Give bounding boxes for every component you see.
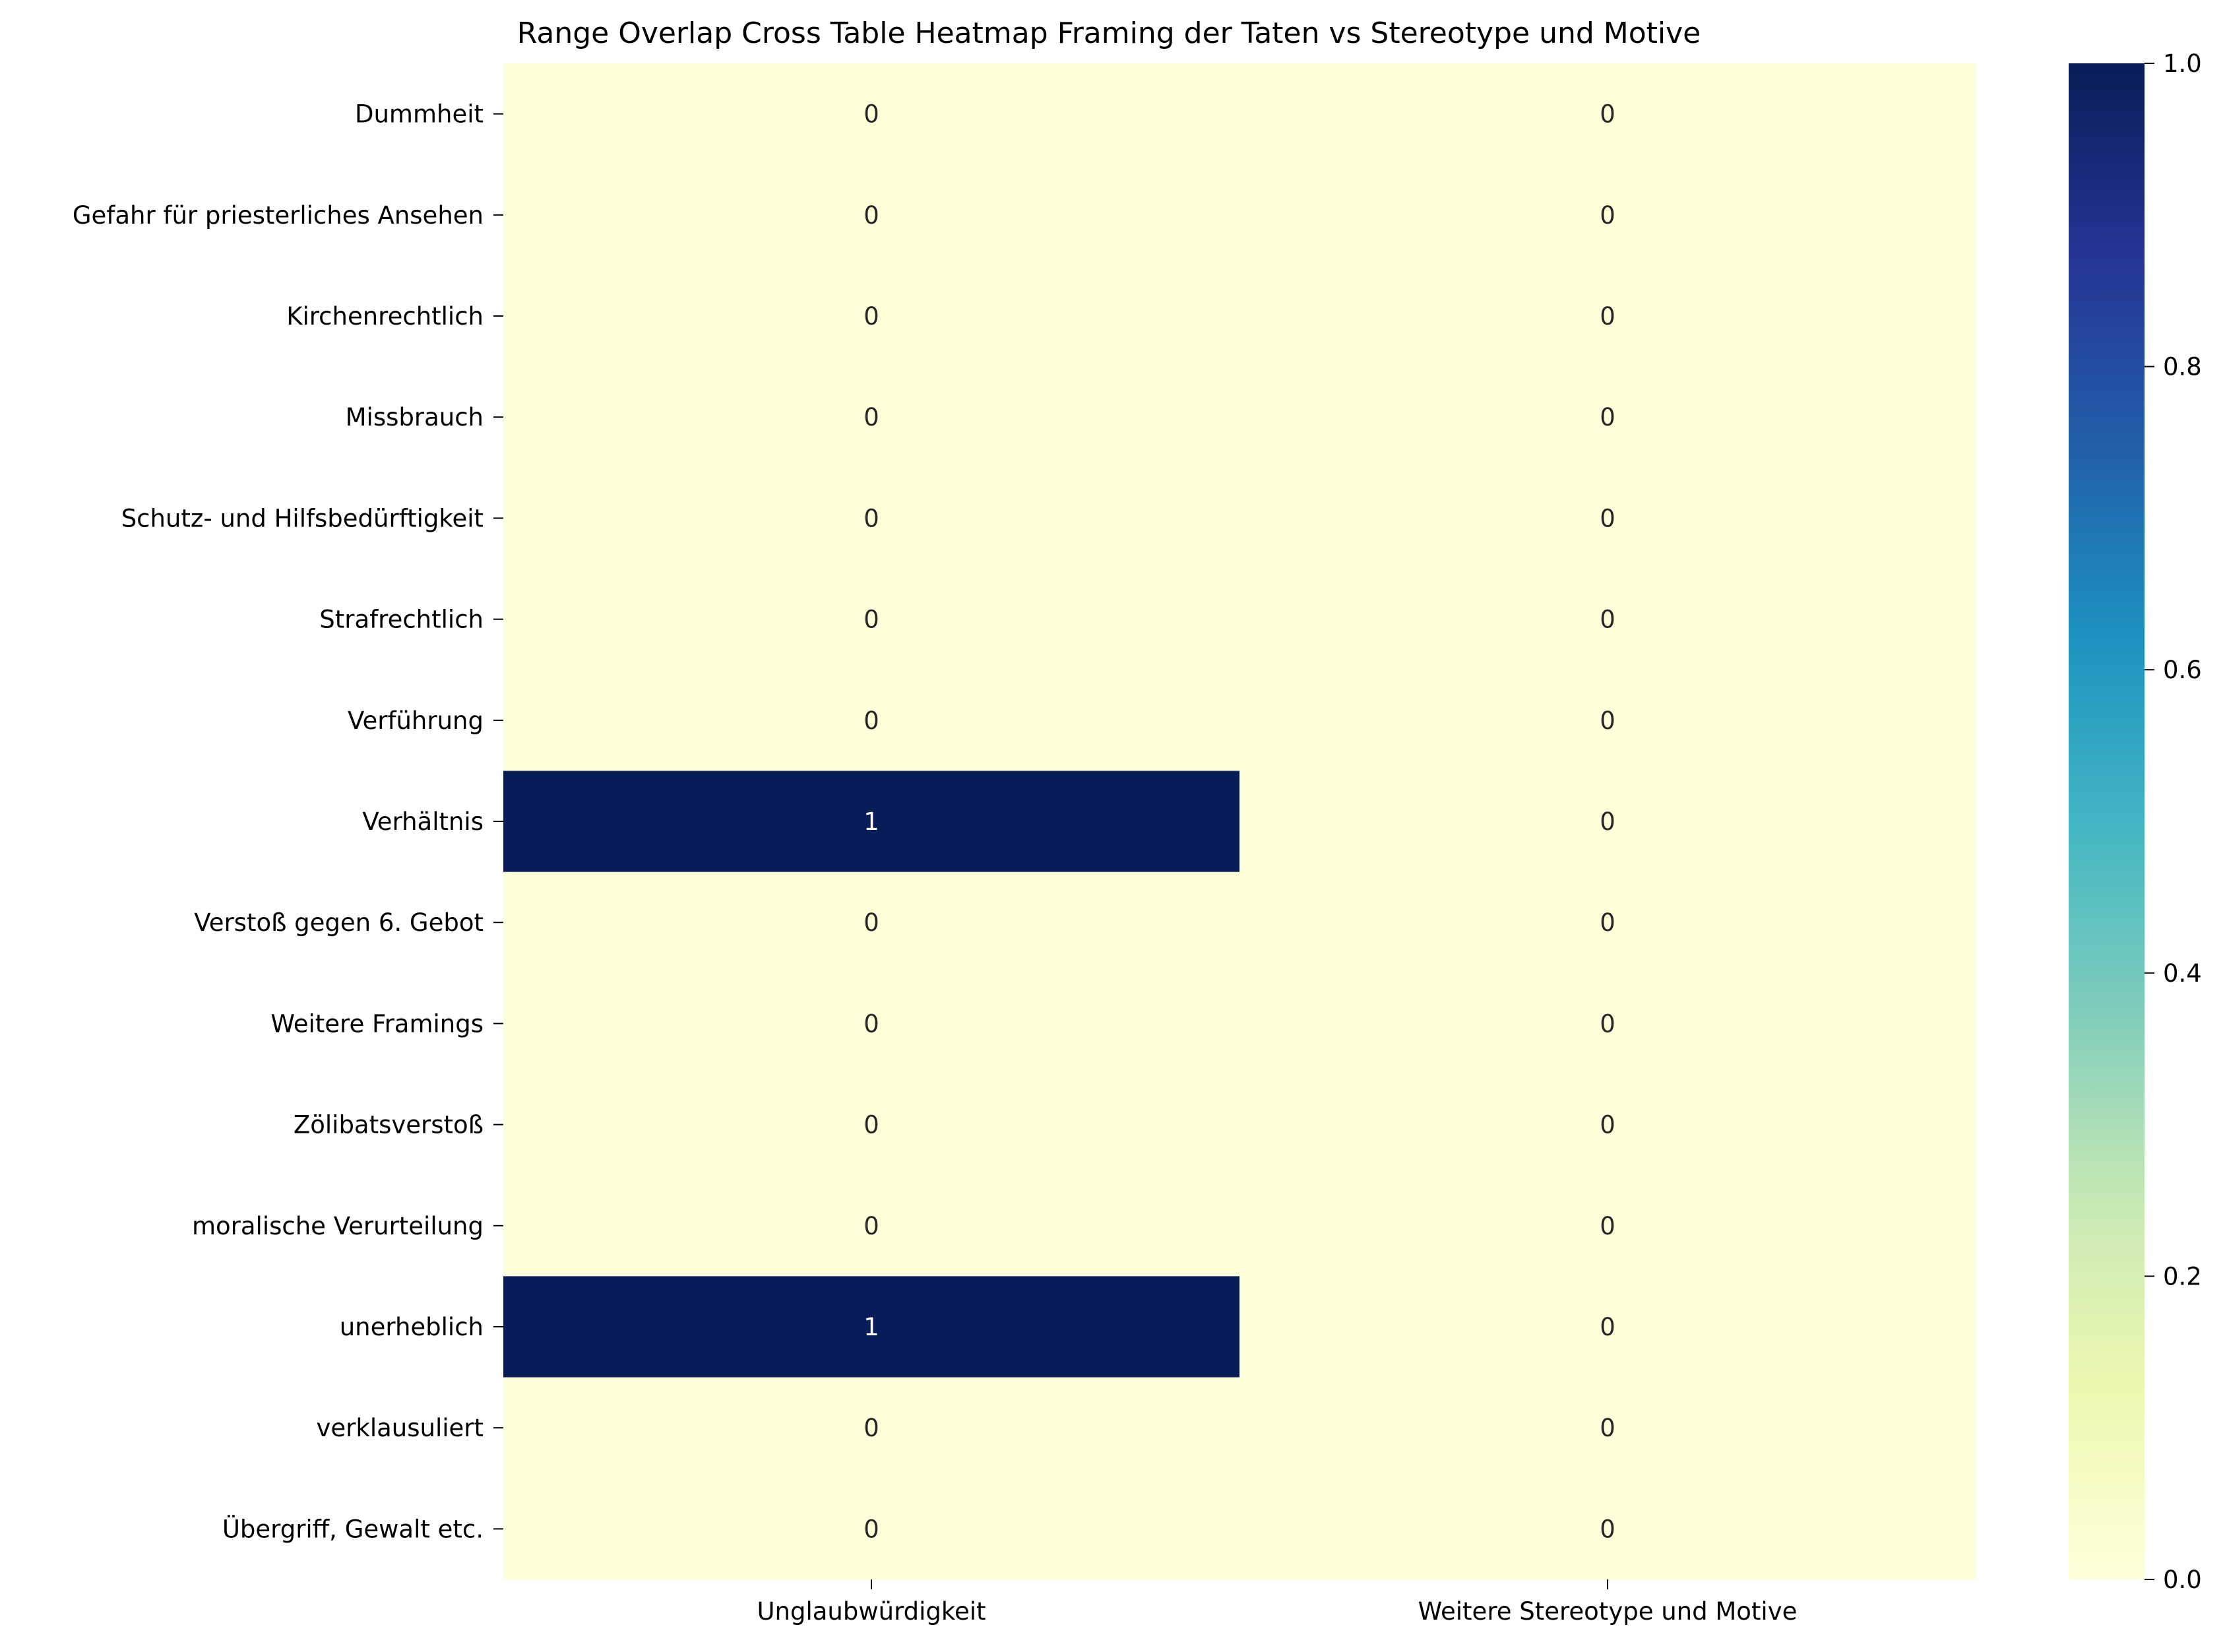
cell-value-label: 0 bbox=[863, 707, 879, 735]
heatmap-cell bbox=[503, 569, 1240, 670]
heatmap-cell bbox=[1239, 366, 1976, 468]
heatmap-cell bbox=[1239, 63, 1976, 165]
y-tick-label: Kirchenrechtlich bbox=[286, 302, 484, 331]
heatmap-cell bbox=[503, 63, 1240, 165]
cell-value-label: 0 bbox=[1600, 707, 1615, 735]
y-tick-label: Übergriff, Gewalt etc. bbox=[222, 1515, 484, 1543]
colorbar-tick-label: 1.0 bbox=[2163, 49, 2202, 78]
cell-value-label: 0 bbox=[863, 1414, 879, 1442]
colorbar-tick-label: 0.8 bbox=[2163, 353, 2202, 381]
cell-value-label: 0 bbox=[863, 201, 879, 230]
heatmap-cell bbox=[503, 771, 1240, 873]
cell-value-label: 0 bbox=[1600, 1515, 1615, 1543]
cell-value-label: 1 bbox=[863, 1313, 879, 1341]
heatmap-cell bbox=[503, 1478, 1240, 1580]
colorbar-tick-label: 0.0 bbox=[2163, 1566, 2202, 1594]
heatmap-cell bbox=[503, 265, 1240, 367]
y-tick-label: Verhältnis bbox=[362, 808, 484, 836]
cell-value-label: 0 bbox=[863, 1009, 879, 1038]
colorbar bbox=[2069, 63, 2145, 1579]
heatmap-cell bbox=[1239, 569, 1976, 670]
y-axis: Dummheit Gefahr für priesterliches Ansehe… bbox=[73, 100, 503, 1543]
heatmap-cell bbox=[1239, 265, 1976, 367]
heatmap-cell bbox=[1239, 1478, 1976, 1580]
cell-value-label: 0 bbox=[863, 606, 879, 634]
heatmap-cell bbox=[503, 1377, 1240, 1479]
colorbar-tick-label: 0.4 bbox=[2163, 959, 2202, 988]
heatmap-cell bbox=[503, 366, 1240, 468]
heatmap-cells bbox=[503, 63, 1976, 1580]
cell-value-label: 0 bbox=[1600, 1414, 1615, 1442]
y-tick-label: Strafrechtlich bbox=[319, 606, 484, 634]
heatmap-cell bbox=[503, 872, 1240, 974]
heatmap-cell bbox=[1239, 670, 1976, 771]
cell-value-label: 0 bbox=[1600, 403, 1615, 431]
y-tick-label: unerheblich bbox=[340, 1313, 484, 1341]
cell-value-label: 0 bbox=[863, 1515, 879, 1543]
chart-title: Range Overlap Cross Table Heatmap Framin… bbox=[517, 16, 1701, 50]
cell-value-label: 0 bbox=[1600, 1009, 1615, 1038]
cell-value-label: 0 bbox=[863, 1212, 879, 1240]
cell-value-label: 0 bbox=[1600, 201, 1615, 230]
cell-value-label: 0 bbox=[1600, 100, 1615, 129]
y-tick-label: Gefahr für priesterliches Ansehen bbox=[73, 201, 484, 230]
x-tick-label: Unglaubwürdigkeit bbox=[757, 1597, 986, 1626]
heatmap-cell bbox=[1239, 872, 1976, 974]
colorbar-gradient bbox=[2069, 63, 2145, 1579]
heatmap-cell bbox=[1239, 1074, 1976, 1176]
y-tick-label: Verführung bbox=[348, 707, 484, 735]
heatmap-cell bbox=[503, 972, 1240, 1075]
y-tick-label: Schutz- und Hilfsbedürftigkeit bbox=[121, 504, 484, 532]
heatmap-cell bbox=[503, 164, 1240, 266]
heatmap-cell bbox=[1239, 972, 1976, 1075]
cell-value-label: 0 bbox=[1600, 1111, 1615, 1139]
cell-value-label: 0 bbox=[1600, 1212, 1615, 1240]
y-tick-label: Dummheit bbox=[355, 100, 484, 129]
heatmap-cell bbox=[1239, 1276, 1976, 1378]
y-tick-label: Missbrauch bbox=[346, 403, 484, 431]
y-tick-label: Zölibatsverstoß bbox=[294, 1111, 484, 1139]
cell-labels: 0 0 0 0 0 0 0 0 0 0 0 0 0 0 1 0 0 0 0 0 0 0 0 0 1 0 0 0 0 0 bbox=[863, 100, 1615, 1544]
cell-value-label: 1 bbox=[863, 808, 879, 836]
y-tick-label: Weitere Framings bbox=[270, 1009, 484, 1038]
heatmap-cell bbox=[503, 467, 1240, 569]
heatmap-cell bbox=[1239, 1377, 1976, 1479]
heatmap-cell bbox=[503, 1175, 1240, 1277]
heatmap-cell bbox=[503, 1074, 1240, 1176]
cell-value-label: 0 bbox=[1600, 908, 1615, 937]
heatmap-cell bbox=[1239, 771, 1976, 873]
cell-value-label: 0 bbox=[863, 403, 879, 431]
heatmap-cell bbox=[1239, 1175, 1976, 1277]
x-axis: Unglaubwürdigkeit Weitere Stereotype und … bbox=[757, 1579, 1797, 1626]
cell-value-label: 0 bbox=[863, 1111, 879, 1139]
cell-value-label: 0 bbox=[863, 100, 879, 129]
y-tick-label: moralische Verurteilung bbox=[192, 1212, 484, 1240]
cell-value-label: 0 bbox=[863, 504, 879, 532]
y-tick-label: verklausuliert bbox=[317, 1414, 484, 1442]
heatmap-cell bbox=[1239, 467, 1976, 569]
heatmap-cell bbox=[503, 670, 1240, 771]
heatmap-cell bbox=[503, 1276, 1240, 1378]
cell-value-label: 0 bbox=[1600, 808, 1615, 836]
cell-value-label: 0 bbox=[1600, 606, 1615, 634]
colorbar-tick-label: 0.2 bbox=[2163, 1262, 2202, 1290]
cell-value-label: 0 bbox=[1600, 504, 1615, 532]
colorbar-axis: 0.0 0.2 0.4 0.6 0.8 1.0 bbox=[2145, 49, 2202, 1594]
cell-value-label: 0 bbox=[1600, 1313, 1615, 1341]
heatmap-cell bbox=[1239, 164, 1976, 266]
colorbar-tick-label: 0.6 bbox=[2163, 656, 2202, 684]
y-tick-label: Verstoß gegen 6. Gebot bbox=[194, 908, 484, 937]
cell-value-label: 0 bbox=[863, 302, 879, 331]
cell-value-label: 0 bbox=[863, 908, 879, 937]
x-tick-label: Weitere Stereotype und Motive bbox=[1418, 1597, 1798, 1626]
cell-value-label: 0 bbox=[1600, 302, 1615, 331]
